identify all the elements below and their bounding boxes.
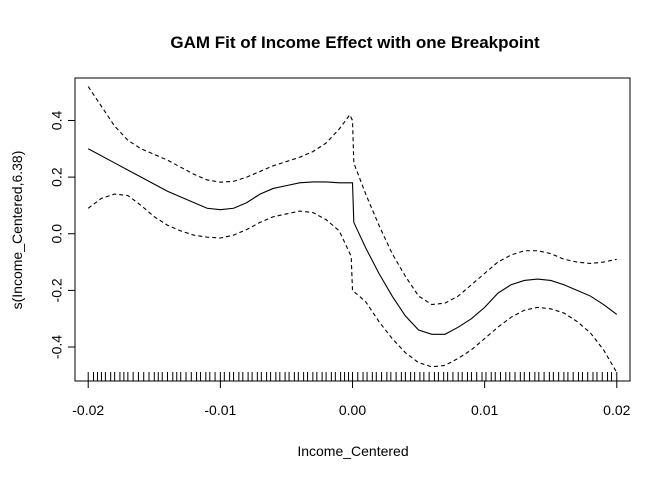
x-tick-label: 0.02: [603, 402, 630, 418]
x-tick-label: 0.00: [339, 402, 366, 418]
y-tick-label: 0.2: [49, 167, 65, 187]
y-tick-label: 0.4: [49, 111, 65, 131]
x-tick-label: -0.02: [72, 402, 104, 418]
fit-lines: [87, 86, 618, 373]
y-tick-label: -0.4: [49, 335, 65, 359]
rug-marks: [87, 372, 618, 381]
lower-band-line: [87, 193, 618, 373]
upper-band-line: [87, 86, 617, 306]
x-axis-label: Income_Centered: [297, 443, 408, 459]
x-tick-label: -0.01: [204, 402, 236, 418]
y-axis-label: s(Income_Centered,6.38): [9, 151, 25, 310]
y-tick-label: -0.2: [49, 278, 65, 302]
fit-line: [87, 148, 618, 335]
y-tick-label: 0.0: [49, 224, 65, 244]
x-tick-label: 0.01: [471, 402, 498, 418]
y-axis: -0.4 -0.2 0.0 0.2 0.4: [49, 111, 75, 359]
x-axis: -0.02 -0.01 0.00 0.01 0.02: [72, 381, 631, 418]
chart-title: GAM Fit of Income Effect with one Breakp…: [170, 33, 540, 52]
